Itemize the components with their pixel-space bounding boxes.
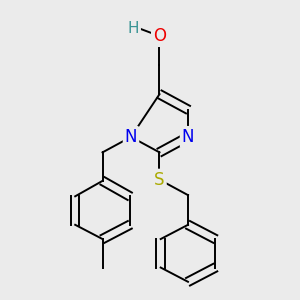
Text: O: O bbox=[153, 27, 166, 45]
Text: N: N bbox=[182, 128, 194, 146]
Text: N: N bbox=[125, 128, 137, 146]
Text: S: S bbox=[154, 171, 165, 189]
Text: H: H bbox=[128, 21, 139, 36]
